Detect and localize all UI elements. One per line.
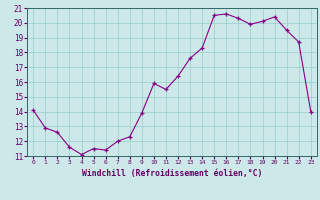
X-axis label: Windchill (Refroidissement éolien,°C): Windchill (Refroidissement éolien,°C) (82, 169, 262, 178)
